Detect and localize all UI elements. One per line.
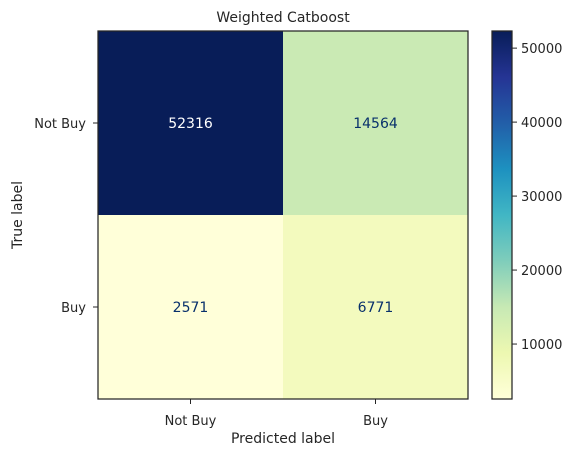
colorbar-tick-label: 40000 [521, 116, 562, 131]
cell-value-label: 52316 [168, 116, 213, 132]
colorbar-tick-label: 20000 [521, 264, 562, 279]
y-axis-label: True label [10, 181, 26, 250]
x-axis-label: Predicted label [231, 431, 335, 447]
colorbar-ticks: 10000 20000 30000 40000 50000 [512, 42, 562, 353]
y-axis-ticks: Not Buy Buy [34, 117, 98, 316]
colorbar [491, 30, 513, 400]
colorbar-tick-label: 10000 [521, 338, 562, 353]
heatmap-cell [98, 31, 283, 215]
colorbar-tick-label: 50000 [521, 42, 562, 57]
cell-value-label: 2571 [173, 300, 209, 316]
x-axis-ticks: Not Buy Buy [165, 399, 388, 429]
colorbar-tick-label: 30000 [521, 190, 562, 205]
x-tick-label: Not Buy [165, 414, 217, 429]
y-tick-label: Not Buy [34, 117, 86, 132]
y-tick-label: Buy [61, 301, 86, 316]
heatmap-cell [283, 31, 468, 215]
x-tick-label: Buy [363, 414, 388, 429]
cell-value-label: 6771 [358, 300, 394, 316]
heatmap-cell [98, 215, 283, 399]
heatmap-cell-labels: 52316 14564 2571 6771 [168, 116, 398, 316]
chart-title: Weighted Catboost [216, 10, 350, 26]
heatmap-cell [283, 215, 468, 399]
cell-value-label: 14564 [353, 116, 398, 132]
heatmap-cells [98, 31, 468, 399]
plot-frame [97, 30, 469, 400]
